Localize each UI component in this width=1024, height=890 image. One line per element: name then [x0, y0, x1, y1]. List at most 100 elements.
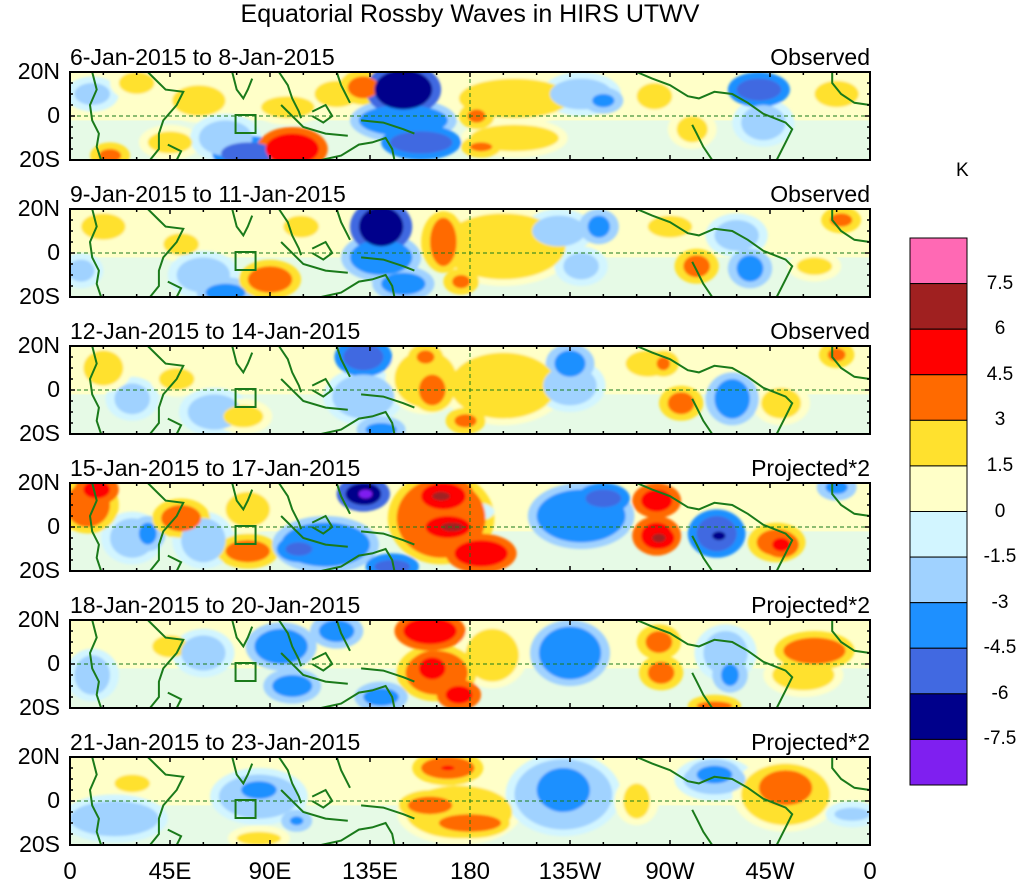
colorbar-tick-label: 7.5 [986, 272, 1014, 294]
y-tick-label: 20S [19, 694, 60, 720]
contour-blob [347, 76, 379, 99]
panel-kind-label: Observed [770, 318, 870, 344]
coastline [280, 104, 348, 137]
contour-blob [454, 540, 508, 567]
coastline [636, 483, 794, 571]
coastline [278, 757, 303, 804]
colorbar-tick-label: 4.5 [986, 363, 1014, 385]
contour-blob [647, 661, 675, 684]
contour-blob [636, 83, 673, 110]
coastline [231, 620, 254, 649]
colorbar-tick-label: 3 [994, 409, 1006, 431]
map-panel-3 [69, 345, 871, 435]
y-tick-label: 20N [17, 606, 60, 632]
contour-blob [181, 635, 226, 671]
coastline [280, 652, 348, 685]
colorbar-tick-label: -7.5 [983, 728, 1017, 750]
contour-blob [683, 255, 711, 278]
contour-blob [714, 379, 750, 419]
panel-date-label: 12-Jan-2015 to 14-Jan-2015 [70, 318, 361, 344]
region-box [234, 388, 257, 408]
coastline [167, 280, 183, 297]
contour-blob [736, 255, 764, 282]
coastline [147, 346, 185, 434]
y-tick-label: 0 [47, 376, 60, 402]
contour-blob [272, 675, 313, 697]
colorbar-tick-label: -1.5 [983, 546, 1017, 568]
coastline [88, 757, 103, 845]
contour-blob [452, 275, 470, 289]
colorbar-box [909, 556, 968, 604]
contour-blob [432, 491, 450, 501]
contour-blob [98, 149, 122, 160]
contour-blob [374, 72, 433, 110]
coastline [147, 72, 185, 160]
contour-blob [83, 483, 110, 499]
coastline [231, 72, 254, 101]
x-tick-label: 135E [341, 858, 399, 885]
coastline [88, 483, 103, 571]
contour-blob [696, 701, 733, 708]
contour-blob [314, 80, 359, 108]
contour-blob [74, 83, 110, 105]
contour-blob [390, 131, 453, 154]
coastline [278, 620, 303, 667]
colorbar-box [909, 465, 968, 512]
x-tick-label: 135W [538, 858, 602, 885]
contour-blob [418, 657, 446, 680]
coastline [320, 684, 396, 708]
contour-blob [114, 383, 150, 415]
coastline [361, 393, 415, 409]
y-tick-label: 20N [17, 332, 60, 358]
y-tick-label: 20N [17, 469, 60, 495]
region-box [234, 662, 257, 682]
coastline [335, 620, 351, 652]
x-tick-label: 0 [63, 858, 77, 885]
contour-blob [83, 350, 124, 386]
coastline [147, 209, 185, 297]
map-panel-5 [69, 619, 871, 709]
contour-blob [225, 540, 270, 563]
contour-blob [625, 350, 670, 377]
contour-blob [696, 765, 733, 784]
colorbar-box [909, 374, 968, 421]
contour-blob [221, 142, 275, 160]
y-tick-label: 0 [47, 650, 60, 676]
panel-kind-label: Projected*2 [751, 729, 870, 755]
anomaly-blobs [70, 483, 857, 571]
y-tick-label: 20S [19, 831, 60, 857]
colorbar-box [909, 602, 968, 649]
contour-blob [261, 96, 315, 119]
coastline [320, 410, 396, 434]
panel-kind-label: Projected*2 [751, 455, 870, 481]
contour-blob [641, 489, 673, 512]
contour-blob [592, 94, 615, 108]
map-panel-1 [69, 71, 871, 161]
y-tick-label: 0 [47, 102, 60, 128]
contour-blob [358, 105, 448, 136]
contour-blob [825, 483, 848, 494]
coastline [831, 209, 870, 243]
coastline [280, 789, 348, 822]
x-tick-label: 0 [863, 858, 877, 885]
contour-blob [454, 414, 477, 428]
contour-blob [265, 133, 319, 160]
contour-blob [554, 350, 586, 377]
contour-blob [236, 831, 282, 845]
y-tick-label: 20N [17, 195, 60, 221]
y-tick-label: 20S [19, 420, 60, 446]
coastline [147, 620, 185, 708]
contour-blob [118, 72, 155, 94]
colorbar-tick-label: -6 [991, 682, 1009, 704]
contour-blob [587, 215, 611, 238]
coastline [278, 483, 303, 530]
panel-date-label: 15-Jan-2015 to 17-Jan-2015 [70, 455, 361, 481]
contour-blob [470, 142, 493, 152]
coastline [280, 241, 348, 274]
panel-date-label: 18-Jan-2015 to 20-Jan-2015 [70, 592, 361, 618]
coastline [147, 757, 185, 845]
contour-blob [114, 774, 150, 793]
contour-blob [647, 215, 693, 238]
coastline [280, 378, 348, 411]
coastline [320, 136, 396, 160]
